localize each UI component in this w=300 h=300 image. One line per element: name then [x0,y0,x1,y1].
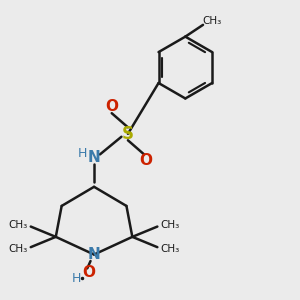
Text: O: O [139,153,152,168]
Text: CH₃: CH₃ [9,220,28,230]
Text: H: H [72,272,81,285]
Text: CH₃: CH₃ [9,244,28,254]
Text: N: N [88,247,100,262]
Text: H: H [78,147,88,160]
Text: CH₃: CH₃ [160,244,179,254]
Text: O: O [105,99,118,114]
Text: S: S [122,125,134,143]
Text: O: O [82,265,95,280]
Text: N: N [88,150,100,165]
Text: CH₃: CH₃ [160,220,179,230]
Text: CH₃: CH₃ [202,16,221,26]
